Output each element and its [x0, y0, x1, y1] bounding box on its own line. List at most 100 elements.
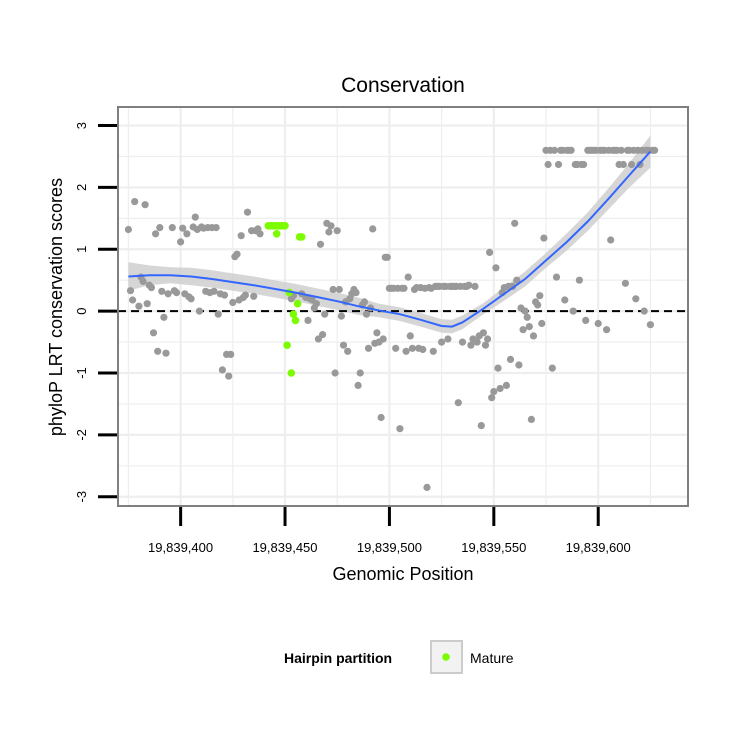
data-point-other [467, 341, 475, 349]
data-point-other [454, 399, 462, 407]
data-point-other [356, 369, 364, 377]
data-point-other [534, 301, 542, 309]
data-point-other [327, 222, 335, 230]
data-point-other [152, 230, 160, 238]
panel-border [117, 106, 689, 507]
data-point-other [536, 292, 544, 300]
data-point-mature [287, 369, 296, 377]
data-point-other [527, 415, 536, 423]
data-point-other [496, 384, 504, 393]
data-point-mature [283, 341, 291, 350]
data-point-other [333, 227, 341, 235]
data-point-other [331, 369, 339, 377]
data-point-mature [289, 310, 298, 319]
data-point-other [519, 326, 527, 334]
data-point-other [632, 295, 640, 303]
data-point-other [392, 344, 400, 352]
data-point-other [243, 208, 252, 216]
data-point-other [515, 361, 523, 369]
data-point-other [379, 335, 387, 343]
data-point-other [646, 321, 655, 329]
data-point-other [607, 236, 615, 244]
data-point-other [488, 394, 496, 402]
data-point-other [172, 289, 181, 297]
data-point-other [548, 364, 556, 372]
x-tick-label: 19,839,600 [566, 540, 631, 555]
data-point-other [162, 349, 170, 357]
data-point-other [214, 310, 222, 318]
data-point-other [550, 146, 559, 154]
data-point-other [187, 295, 195, 303]
data-point-other [486, 248, 494, 256]
chart-title: Conservation [341, 74, 465, 97]
data-point-other [124, 225, 132, 234]
data-point-other [160, 313, 168, 321]
points-other-series [124, 146, 659, 491]
data-point-other [651, 146, 659, 154]
data-point-other [126, 287, 135, 295]
y-tick-label: 1 [74, 246, 89, 253]
data-point-other [212, 224, 220, 232]
y-tick-label: 0 [74, 307, 89, 314]
data-point-other [325, 228, 333, 236]
data-point-other [400, 284, 408, 292]
data-point-other [484, 335, 492, 343]
data-point-other [406, 332, 414, 340]
data-point-other [241, 291, 249, 299]
data-point-other [139, 277, 147, 285]
data-point-other [143, 300, 151, 308]
data-point-other [582, 316, 590, 324]
data-point-other [129, 296, 137, 304]
data-point-other [354, 381, 362, 389]
data-point-other [529, 332, 538, 340]
data-point-other [511, 219, 519, 227]
data-point-other [147, 284, 155, 292]
y-tick-label: -1 [74, 367, 89, 379]
data-point-other [619, 160, 627, 169]
legend-key-mature-icon [442, 653, 450, 661]
data-point-other [218, 366, 226, 374]
data-point-other [603, 326, 611, 334]
data-point-other [168, 224, 176, 232]
data-point-other [628, 160, 636, 169]
data-point-other [233, 250, 241, 258]
data-point-other [408, 344, 416, 352]
data-point-mature [272, 230, 281, 238]
data-point-other [154, 347, 162, 355]
legend: Hairpin partition Mature [284, 640, 514, 674]
data-point-other [502, 381, 510, 389]
data-point-other [429, 347, 437, 355]
data-point-other [419, 345, 427, 354]
data-point-other [316, 240, 325, 248]
data-point-other [479, 329, 487, 337]
data-point-other [229, 298, 237, 307]
data-point-other [471, 282, 479, 290]
data-point-other [567, 146, 575, 154]
data-point-other [492, 264, 500, 272]
data-point-other [319, 331, 327, 339]
data-point-other [617, 146, 625, 154]
data-point-other [481, 341, 490, 349]
data-point-other [183, 230, 191, 238]
data-point-other [544, 160, 552, 169]
data-point-other [156, 224, 164, 232]
data-point-other [506, 355, 515, 363]
data-point-other [473, 338, 481, 346]
data-point-mature [293, 299, 302, 308]
y-axis-label: phyloP LRT conservation scores [46, 178, 66, 436]
data-point-other [423, 483, 431, 491]
data-point-other [304, 316, 312, 324]
data-point-other [312, 300, 320, 308]
data-point-other [621, 279, 630, 287]
data-point-other [383, 253, 391, 261]
data-point-other [396, 425, 404, 433]
data-point-other [364, 344, 373, 352]
data-point-other [521, 307, 529, 315]
x-tick-label: 19,839,400 [148, 540, 213, 555]
y-tick-label: -3 [74, 491, 89, 503]
data-point-other [158, 287, 166, 295]
x-axis: 19,839,400 19,839,450 19,839,500 19,839,550… [148, 507, 631, 555]
data-point-mature [281, 222, 289, 230]
x-axis-label: Genomic Position [332, 564, 473, 584]
y-tick-label: 2 [74, 184, 89, 191]
